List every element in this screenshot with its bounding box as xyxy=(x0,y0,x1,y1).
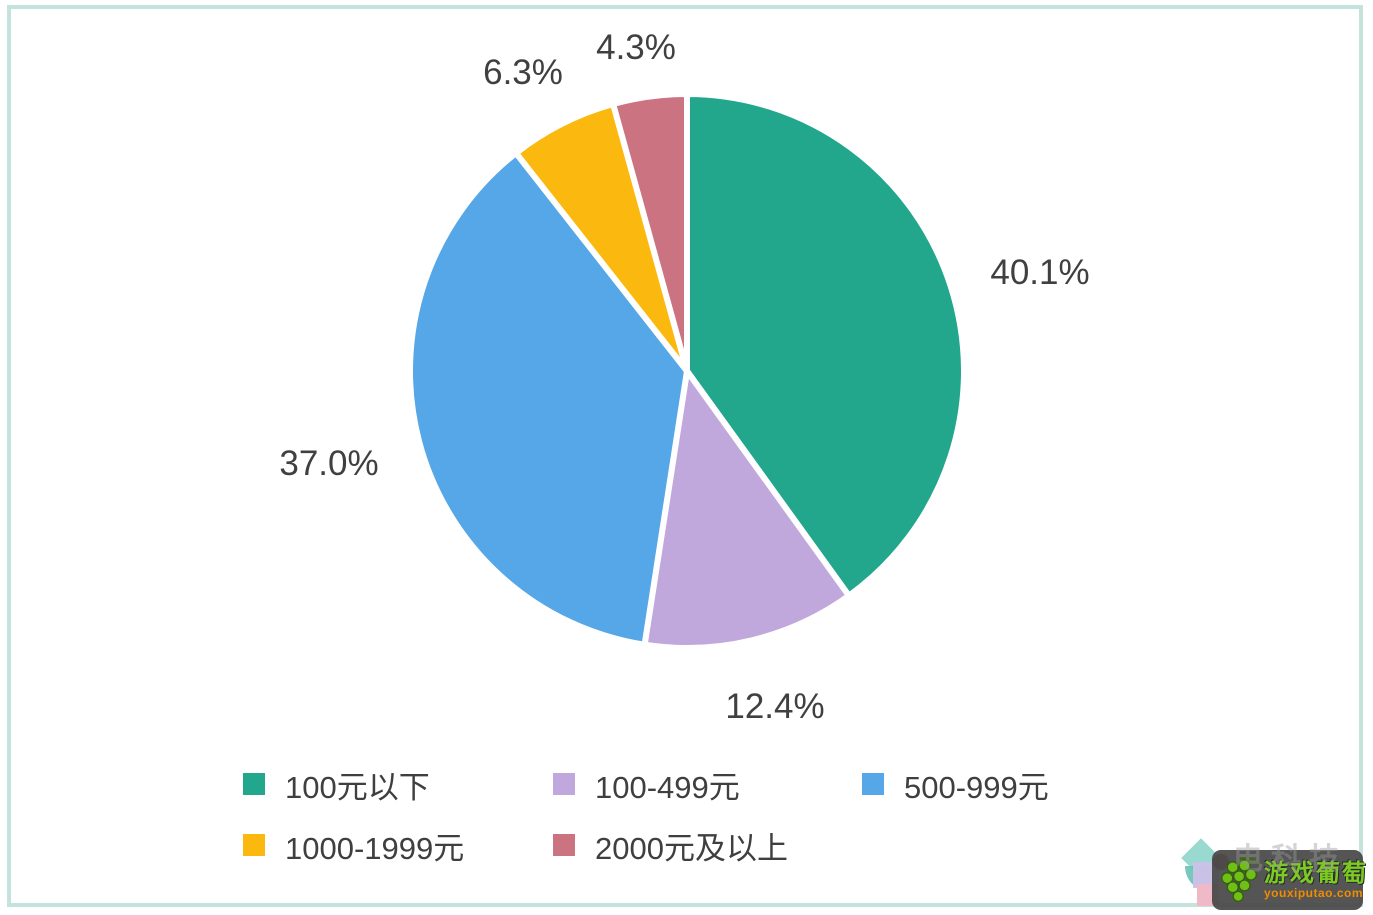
pie-percent-label-3: 6.3% xyxy=(483,53,563,92)
legend-label: 500-999元 xyxy=(904,769,1049,805)
pie-slice-1 xyxy=(641,368,852,651)
watermark-site-domain: youxiputao.com xyxy=(1264,885,1364,900)
watermark: 游戏葡萄 youxiputao.com 电科技 xyxy=(1181,838,1373,915)
legend-item-0: 100元以下 xyxy=(243,766,430,805)
legend-label: 100-499元 xyxy=(595,769,740,805)
legend-marker-icon xyxy=(862,773,884,795)
legend-marker-icon xyxy=(243,834,265,856)
legend-label: 100元以下 xyxy=(285,769,430,805)
legend-marker-icon xyxy=(553,834,575,856)
watermark-site-name: 游戏葡萄 xyxy=(1264,859,1368,887)
legend-marker-icon xyxy=(243,773,265,795)
legend-item-4: 2000元及以上 xyxy=(553,827,788,866)
pie-slice-0 xyxy=(684,91,967,599)
pie-percent-label-0: 40.1% xyxy=(990,253,1089,292)
pie-slice-2 xyxy=(407,150,690,648)
legend-marker-icon xyxy=(553,773,575,795)
grapes-icon xyxy=(1221,856,1258,903)
legend-item-2: 500-999元 xyxy=(862,766,1049,805)
pie-percent-label-4: 4.3% xyxy=(596,28,676,67)
legend-label: 1000-1999元 xyxy=(285,830,465,866)
legend-item-1: 100-499元 xyxy=(553,766,740,805)
pie-percent-label-2: 37.0% xyxy=(279,444,378,483)
youxiputao-watermark-card: 游戏葡萄 youxiputao.com xyxy=(1212,850,1366,910)
legend-label: 2000元及以上 xyxy=(595,830,788,866)
legend-item-3: 1000-1999元 xyxy=(243,827,464,866)
pie-percent-label-1: 12.4% xyxy=(725,687,824,726)
pie-slice-4 xyxy=(610,91,690,374)
